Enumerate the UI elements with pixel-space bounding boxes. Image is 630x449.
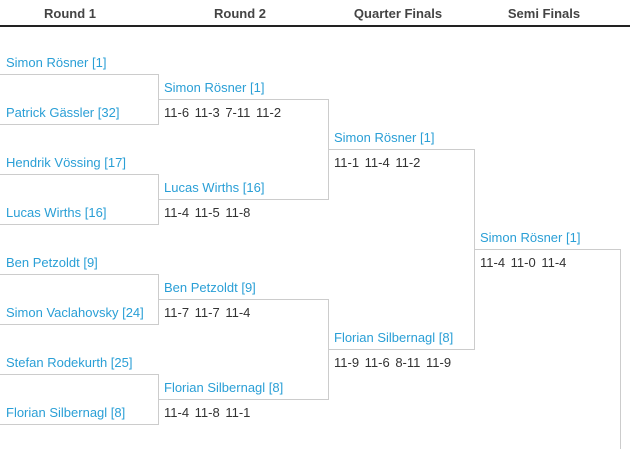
match-score: 11-9 11-6 8-11 11-9	[334, 355, 452, 370]
match-score: 11-4 11-8 11-1	[164, 405, 251, 420]
player-link[interactable]: Simon Rösner [1]	[6, 55, 107, 70]
header-semi-finals: Semi Finals	[507, 6, 581, 21]
player-link[interactable]: Ben Petzoldt [9]	[164, 280, 256, 295]
player-link[interactable]: Florian Silbernagl [8]	[164, 380, 284, 395]
player-link[interactable]: Ben Petzoldt [9]	[6, 255, 98, 270]
match-score: 11-4 11-5 11-8	[164, 205, 251, 220]
player-link[interactable]: Hendrik Vössing [17]	[6, 155, 126, 170]
player-link[interactable]: Florian Silbernagl [8]	[334, 330, 454, 345]
player-link[interactable]: Florian Silbernagl [8]	[6, 405, 126, 420]
player-link[interactable]: Stefan Rodekurth [25]	[6, 355, 133, 370]
match-score: 11-1 11-4 11-2	[334, 155, 421, 170]
player-link[interactable]: Simon Rösner [1]	[480, 230, 581, 245]
match-score: 11-6 11-3 7-11 11-2	[164, 105, 282, 120]
player-link[interactable]: Lucas Wirths [16]	[164, 180, 265, 195]
header-round-2: Round 2	[214, 6, 266, 21]
player-link[interactable]: Lucas Wirths [16]	[6, 205, 107, 220]
rounds-header: Round 1 Round 2 Quarter Finals Semi Fina…	[0, 0, 630, 27]
player-link[interactable]: Simon Vaclahovsky [24]	[6, 305, 144, 320]
match-connector	[474, 249, 621, 449]
match-connector	[328, 149, 475, 350]
player-link[interactable]: Patrick Gässler [32]	[6, 105, 120, 120]
header-quarter-finals: Quarter Finals	[353, 6, 443, 21]
player-link[interactable]: Simon Rösner [1]	[164, 80, 265, 95]
header-round-1: Round 1	[44, 6, 96, 21]
match-score: 11-7 11-7 11-4	[164, 305, 251, 320]
match-score: 11-4 11-0 11-4	[480, 255, 567, 270]
player-link[interactable]: Simon Rösner [1]	[334, 130, 435, 145]
